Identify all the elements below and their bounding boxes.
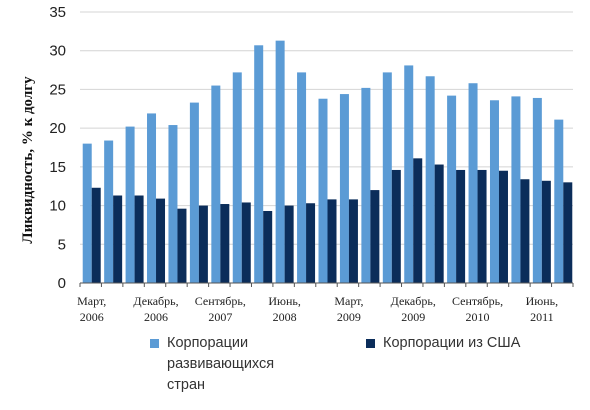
- bar-us: [220, 204, 230, 283]
- legend-swatch-emerging: [150, 339, 159, 348]
- x-tick-label: Июнь, 2011: [526, 294, 559, 324]
- bar-emerging: [554, 119, 564, 283]
- bar-emerging: [232, 72, 242, 283]
- bar-us: [263, 210, 273, 283]
- bar-us: [541, 180, 551, 283]
- bar-us: [413, 158, 423, 283]
- x-tick-label: Декабрь, 2009: [391, 294, 436, 324]
- bar-us: [134, 195, 144, 283]
- y-axis-label: Ликвидность, % к долгу: [20, 76, 36, 244]
- x-tick-label: Сентябрь, 2007: [195, 294, 246, 324]
- bar-us: [91, 187, 101, 283]
- bar-us: [391, 169, 401, 283]
- bar-emerging: [361, 87, 371, 283]
- x-tick-labels: Март, 2006 Декабрь, 2006 Сентябрь, 2007 Июнь, 2…: [77, 294, 558, 324]
- bar-emerging: [532, 97, 542, 284]
- bar-us: [348, 199, 358, 283]
- bar-emerging: [382, 72, 392, 283]
- bar-emerging: [489, 100, 499, 283]
- legend-label-line: стран: [167, 377, 206, 393]
- axes: [79, 282, 574, 287]
- bar-us: [563, 182, 573, 283]
- bar-emerging: [104, 140, 114, 283]
- bar-emerging: [468, 83, 478, 283]
- bar-emerging: [404, 65, 414, 283]
- x-tick-label: Декабрь, 2006: [133, 294, 178, 324]
- x-tick-label: Март, 2009: [334, 294, 363, 324]
- bar-us: [156, 198, 166, 283]
- bar-us: [456, 169, 466, 283]
- legend-swatch-us: [366, 339, 375, 348]
- bar-emerging: [147, 113, 157, 283]
- bar-emerging: [275, 40, 285, 283]
- bar-emerging: [125, 126, 135, 283]
- legend-label-line: развивающихся: [167, 356, 275, 372]
- y-tick-label: 15: [49, 159, 66, 176]
- bar-emerging: [425, 76, 435, 283]
- x-tick-label: Март, 2006: [77, 294, 106, 324]
- bar-emerging: [339, 94, 349, 284]
- bar-emerging: [254, 45, 264, 284]
- y-tick-label: 35: [49, 4, 66, 21]
- bar-us: [177, 208, 187, 283]
- bar-emerging: [318, 98, 328, 283]
- bar-us: [370, 190, 380, 283]
- bar-us: [113, 195, 123, 283]
- bar-emerging: [82, 143, 92, 283]
- bar-emerging: [211, 85, 221, 283]
- x-tick-label: Сентябрь, 2010: [452, 294, 503, 324]
- legend-label-line: Корпорации: [167, 335, 249, 351]
- bar-us: [306, 203, 316, 283]
- bar-emerging: [189, 102, 199, 283]
- x-tick-label: Июнь, 2008: [268, 294, 301, 324]
- legend-item-emerging: Корпорации развивающихся стран: [150, 333, 274, 396]
- bar-us: [241, 202, 251, 283]
- y-tick-label: 25: [49, 81, 66, 98]
- y-tick-label: 20: [49, 120, 66, 137]
- y-tick-label: 0: [58, 275, 66, 292]
- bar-us: [434, 164, 444, 283]
- y-tick-label: 30: [49, 43, 66, 60]
- bar-emerging: [297, 72, 307, 283]
- y-tick-label: 5: [58, 236, 66, 253]
- legend-item-us: Корпорации из США: [366, 333, 520, 354]
- y-tick-labels: 0 5 10 15 20 25 30 35: [49, 4, 66, 292]
- legend-label-emerging: Корпорации развивающихся стран: [167, 333, 274, 396]
- bar-us: [520, 179, 530, 283]
- bar-us: [498, 170, 508, 283]
- bars: [82, 40, 573, 284]
- bar-us: [477, 169, 487, 283]
- bar-us: [327, 199, 337, 283]
- y-tick-label: 10: [49, 198, 66, 215]
- bar-us: [284, 205, 294, 283]
- bar-emerging: [168, 125, 178, 283]
- bar-us: [198, 205, 208, 283]
- bar-emerging: [447, 95, 457, 283]
- legend-label-us: Корпорации из США: [383, 335, 521, 351]
- bar-emerging: [511, 96, 521, 283]
